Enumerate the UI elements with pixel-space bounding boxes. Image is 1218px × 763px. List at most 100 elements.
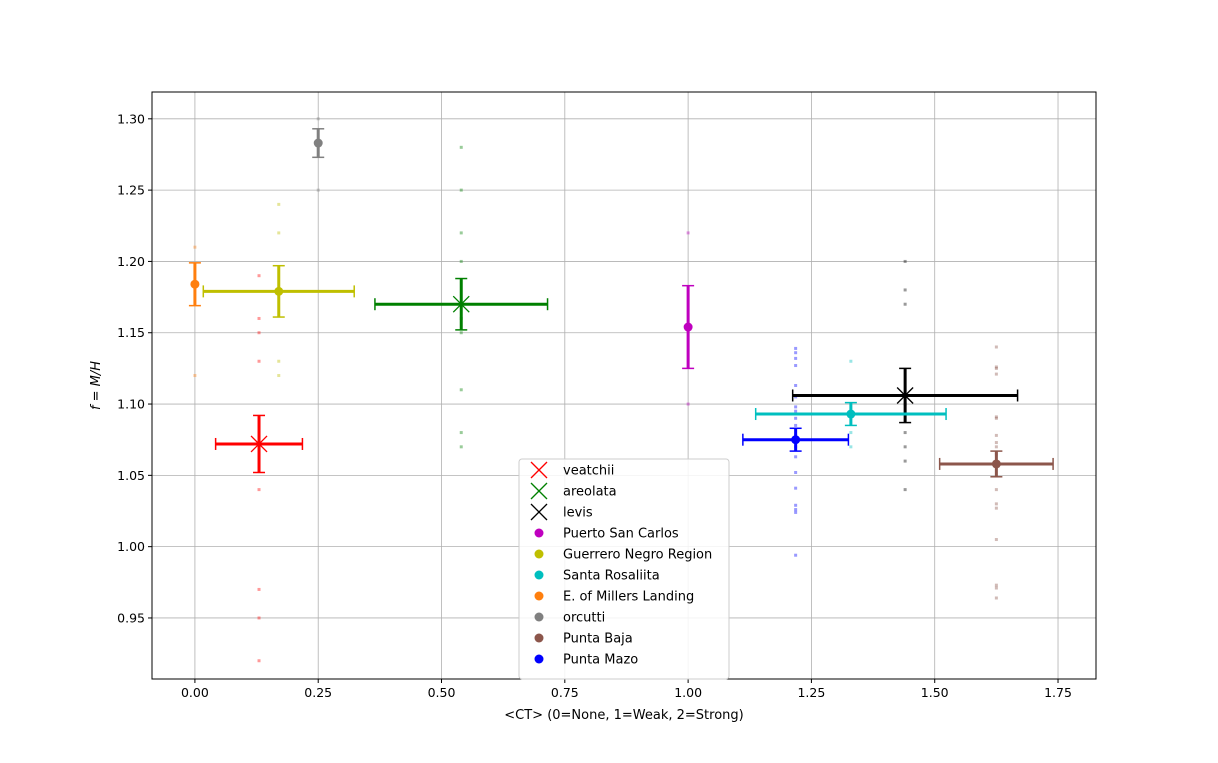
legend-x-icon [530,461,548,479]
data-point [903,488,907,492]
legend-dot-icon [534,549,544,559]
mean-x-marker [250,435,268,453]
data-point [849,359,853,363]
x-axis-ticks: 0.00 0.25 0.50 0.75 1.00 1.25 1.50 1.75 [181,679,1072,700]
legend-entry: levis [530,503,593,521]
data-point [794,486,798,490]
data-point [316,188,320,192]
data-point [794,508,798,512]
y-tick-label: 1.30 [117,111,145,126]
data-point [794,455,798,459]
legend-entry: Puerto San Carlos [534,527,679,542]
marker-stroke [452,295,470,313]
data-point [794,351,798,355]
mean-dot-marker [274,286,284,296]
data-point [903,431,907,435]
data-point [903,459,907,463]
y-tick-label: 1.20 [117,254,145,269]
legend-label: Punta Mazo [563,653,638,668]
data-point [277,359,281,363]
data-point [277,231,281,235]
data-point [994,506,998,510]
data-point [459,388,463,392]
data-point [257,616,261,620]
data-point [257,587,261,591]
legend-label: levis [563,506,593,521]
data-point [903,302,907,306]
data-point [459,145,463,149]
x-tick-label: 0.25 [304,685,332,700]
data-point [459,431,463,435]
data-point [994,583,998,587]
mean-dot-marker [846,409,856,419]
mean-dot-marker [190,279,200,289]
grid-lines [152,92,1096,679]
data-point [849,445,853,449]
x-tick-label: 0.50 [428,685,456,700]
data-point [794,364,798,368]
legend-entry: Santa Rosaliita [534,569,660,584]
data-point [903,445,907,449]
data-point [794,384,798,387]
mean-x-marker [452,295,470,313]
data-point [994,596,998,600]
data-point [994,366,998,370]
data-point [994,502,998,506]
data-point [794,553,798,557]
mean-markers [190,138,1001,469]
legend-label: E. of Millers Landing [563,590,694,605]
data-point [257,331,261,335]
legend-label: Puerto San Carlos [563,527,679,542]
y-axis-ticks: 0.95 1.00 1.05 1.10 1.15 1.20 1.25 1.30 [117,111,152,625]
data-point [994,372,998,376]
data-point [794,409,798,413]
legend-label: orcutti [563,611,605,626]
data-point [994,538,998,542]
legend-label: Santa Rosaliita [563,569,660,584]
data-point [994,416,998,420]
y-tick-label: 1.25 [117,183,145,198]
mean-dot-marker [991,459,1001,469]
data-point [794,470,798,474]
x-tick-label: 1.25 [797,685,825,700]
legend-label: areolata [563,485,617,500]
data-point [794,503,798,507]
data-point [994,441,998,445]
data-point [794,510,798,514]
data-point [794,423,798,427]
legend-entry: Guerrero Negro Region [534,548,712,563]
mean-dot-marker [791,435,801,445]
legend-box [518,458,730,680]
legend: veatchii areolata levis Puerto San Carlos Gu… [518,458,730,680]
data-point [994,445,998,449]
x-axis-label: <CT> (0=None, 1=Weak, 2=Strong) [504,708,743,723]
legend-dot-icon [534,570,544,580]
legend-dot-icon [534,612,544,622]
x-tick-label: 0.00 [181,685,209,700]
legend-entry: areolata [530,482,617,500]
data-point [277,202,281,206]
data-points [193,117,998,663]
data-point [459,331,463,335]
data-point [257,316,261,320]
legend-x-icon [530,503,548,521]
data-point [459,188,463,192]
data-point [903,288,907,292]
marker-stroke [896,387,914,404]
legend-entry: E. of Millers Landing [534,590,694,605]
data-point [277,374,281,378]
legend-label: Guerrero Negro Region [563,548,712,563]
data-point [257,659,261,663]
y-tick-label: 1.15 [117,325,145,340]
legend-entry: veatchii [530,461,614,479]
data-point [794,405,798,409]
data-point [994,415,998,419]
legend-label: Punta Baja [563,632,633,647]
legend-dot-icon [534,633,544,643]
mean-dot-marker [313,138,323,148]
data-point [994,345,998,349]
legend-label: veatchii [563,464,614,479]
x-tick-label: 1.00 [674,685,702,700]
y-tick-label: 0.95 [117,610,145,625]
